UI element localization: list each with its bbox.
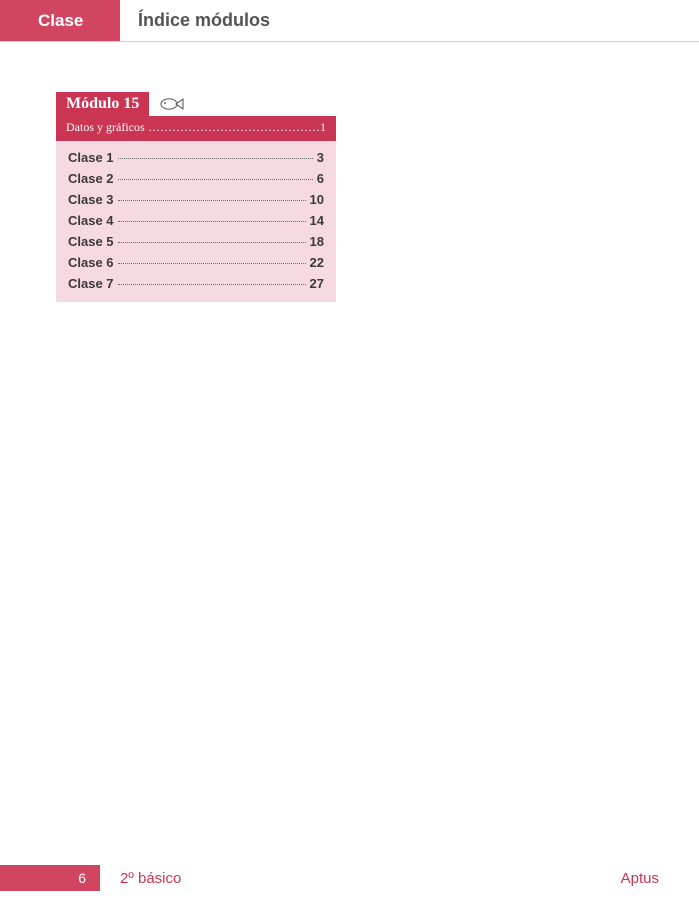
module-toc-box: Módulo 15 Datos y gráficos .............… bbox=[56, 92, 336, 302]
module-title-row: Módulo 15 bbox=[56, 92, 336, 116]
toc-row: Clase 3 10 bbox=[68, 189, 324, 210]
module-subtitle-label: Datos y gráficos bbox=[66, 120, 145, 135]
module-title: Módulo 15 bbox=[56, 92, 149, 116]
footer-page-number-box: 6 bbox=[0, 865, 100, 891]
toc-row: Clase 1 3 bbox=[68, 147, 324, 168]
footer-brand: Aptus bbox=[621, 870, 659, 887]
toc-row: Clase 6 22 bbox=[68, 252, 324, 273]
header-tab-label: Clase bbox=[38, 11, 83, 31]
toc-row: Clase 7 27 bbox=[68, 273, 324, 294]
toc-row-page: 27 bbox=[310, 276, 324, 291]
module-subtitle-bar: Datos y gráficos .......................… bbox=[56, 116, 336, 141]
page-footer: 6 2º básico Aptus bbox=[0, 865, 699, 891]
toc-row-page: 22 bbox=[310, 255, 324, 270]
footer-page-number: 6 bbox=[78, 870, 86, 886]
toc-row-label: Clase 1 bbox=[68, 150, 114, 165]
page-header: Clase Índice módulos bbox=[0, 0, 699, 42]
toc-list: Clase 1 3 Clase 2 6 Clase 3 10 Clase 4 1… bbox=[56, 141, 336, 302]
toc-row-label: Clase 3 bbox=[68, 192, 114, 207]
toc-row: Clase 5 18 bbox=[68, 231, 324, 252]
fish-icon bbox=[159, 97, 185, 111]
toc-row-page: 14 bbox=[310, 213, 324, 228]
toc-row: Clase 4 14 bbox=[68, 210, 324, 231]
toc-row-dots bbox=[118, 284, 306, 285]
toc-row-label: Clase 7 bbox=[68, 276, 114, 291]
toc-row-dots bbox=[118, 179, 313, 180]
toc-row-dots bbox=[118, 158, 313, 159]
toc-row-label: Clase 4 bbox=[68, 213, 114, 228]
toc-row-label: Clase 5 bbox=[68, 234, 114, 249]
header-tab-clase: Clase bbox=[0, 0, 120, 41]
toc-row-page: 10 bbox=[310, 192, 324, 207]
toc-row-dots bbox=[118, 200, 306, 201]
toc-row-dots bbox=[118, 263, 306, 264]
toc-row-dots bbox=[118, 221, 306, 222]
toc-row: Clase 2 6 bbox=[68, 168, 324, 189]
module-subtitle-dots: ........................................… bbox=[145, 120, 320, 135]
toc-row-label: Clase 6 bbox=[68, 255, 114, 270]
toc-row-page: 18 bbox=[310, 234, 324, 249]
toc-row-dots bbox=[118, 242, 306, 243]
footer-grade-label: 2º básico bbox=[100, 870, 181, 887]
header-section: Índice módulos bbox=[120, 0, 270, 41]
toc-row-page: 3 bbox=[317, 150, 324, 165]
header-section-label: Índice módulos bbox=[138, 10, 270, 31]
toc-row-page: 6 bbox=[317, 171, 324, 186]
content-area: Módulo 15 Datos y gráficos .............… bbox=[0, 42, 699, 302]
module-subtitle-page: 1 bbox=[320, 120, 326, 135]
toc-row-label: Clase 2 bbox=[68, 171, 114, 186]
